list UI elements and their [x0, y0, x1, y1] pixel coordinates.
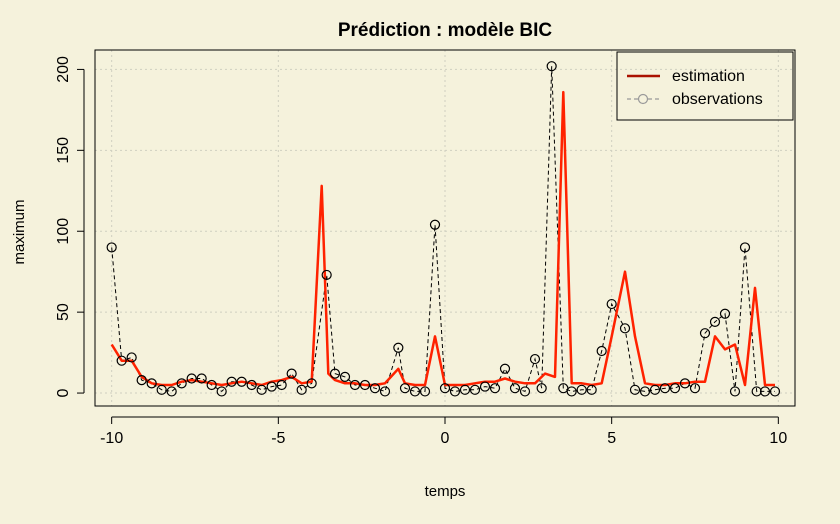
- observation-point: [586, 384, 597, 395]
- observation-point: [206, 379, 217, 391]
- observation-point: [409, 386, 421, 397]
- observation-point: [659, 383, 671, 394]
- observation-point: [266, 381, 277, 392]
- observation-point: [619, 323, 631, 334]
- observation-point: [576, 384, 587, 395]
- observations-line: [111, 66, 775, 393]
- observation-point: [393, 342, 404, 353]
- legend-observations-marker: [637, 93, 649, 105]
- observation-point: [419, 386, 431, 397]
- observation-point: [479, 381, 491, 392]
- observation-point: [359, 379, 371, 391]
- observation-point: [719, 308, 731, 319]
- observation-point: [246, 379, 257, 391]
- x-tick-label: 0: [441, 430, 450, 447]
- observation-point: [379, 386, 391, 397]
- observation-point: [196, 373, 207, 384]
- observation-point: [399, 383, 411, 394]
- observation-point: [429, 219, 441, 230]
- observation-point: [236, 376, 247, 387]
- observation-point: [739, 242, 751, 253]
- observation-point: [699, 328, 711, 339]
- observation-point: [669, 383, 681, 394]
- observation-point: [509, 383, 521, 394]
- observation-point: [469, 384, 481, 395]
- observation-point: [679, 378, 691, 389]
- observation-point: [146, 378, 157, 389]
- legend: estimation observations: [616, 51, 794, 121]
- y-tick-label: 0: [55, 389, 72, 398]
- observation-point: [489, 383, 501, 394]
- observation-point: [709, 316, 721, 327]
- observation-point: [216, 386, 227, 397]
- legend-observations-label: observations: [672, 91, 763, 108]
- observation-point: [329, 368, 341, 379]
- x-tick-label: -10: [100, 430, 123, 447]
- estimation-line: [110, 90, 775, 387]
- observation-point: [729, 386, 741, 397]
- observation-point: [126, 352, 137, 363]
- x-axis-label: temps: [425, 483, 466, 500]
- observation-point: [536, 383, 547, 394]
- observation-point: [369, 383, 381, 394]
- observation-point: [176, 378, 187, 389]
- observation-point: [546, 61, 557, 72]
- observation-point: [166, 386, 177, 397]
- y-axis-label: maximum: [11, 199, 28, 264]
- observation-point: [759, 386, 771, 397]
- legend-estimation-label: estimation: [672, 68, 745, 85]
- observation-point: [339, 371, 351, 382]
- y-tick-label: 50: [55, 303, 72, 321]
- observation-point: [606, 298, 617, 310]
- observation-point: [321, 269, 332, 281]
- x-tick-label: -5: [271, 430, 285, 447]
- observation-point: [449, 386, 461, 397]
- plot-frame: [94, 49, 796, 407]
- x-tick-label: 5: [607, 430, 616, 447]
- observation-point: [306, 378, 317, 389]
- observation-point: [519, 386, 531, 397]
- y-tick-label: 150: [55, 137, 72, 164]
- y-tick-label: 200: [55, 56, 72, 83]
- observation-point: [276, 379, 287, 391]
- x-tick-label: 10: [769, 430, 787, 447]
- observation-point: [349, 379, 361, 391]
- observation-point: [769, 386, 781, 397]
- y-tick-label: 100: [55, 218, 72, 245]
- observation-point: [256, 384, 267, 395]
- observation-point: [629, 384, 641, 395]
- observation-point: [566, 386, 577, 397]
- observation-point: [499, 363, 511, 374]
- observation-point: [116, 355, 127, 366]
- chart-title: Prédiction : modèle BIC: [338, 20, 553, 41]
- series: [106, 61, 781, 397]
- observation-point: [439, 383, 451, 394]
- observation-point: [596, 345, 607, 357]
- observation-point: [296, 384, 307, 395]
- observation-point: [639, 386, 651, 397]
- observation-point: [226, 376, 237, 387]
- observation-point: [459, 384, 471, 395]
- observation-point: [186, 373, 197, 384]
- observation-point: [751, 386, 762, 397]
- observation-point: [106, 242, 117, 253]
- observation-point: [529, 353, 541, 365]
- observation-point: [286, 368, 297, 379]
- legend-box: [616, 51, 794, 121]
- observation-point: [649, 384, 661, 395]
- observation-point: [136, 375, 147, 386]
- observation-point: [156, 384, 167, 395]
- observation-point: [689, 383, 701, 394]
